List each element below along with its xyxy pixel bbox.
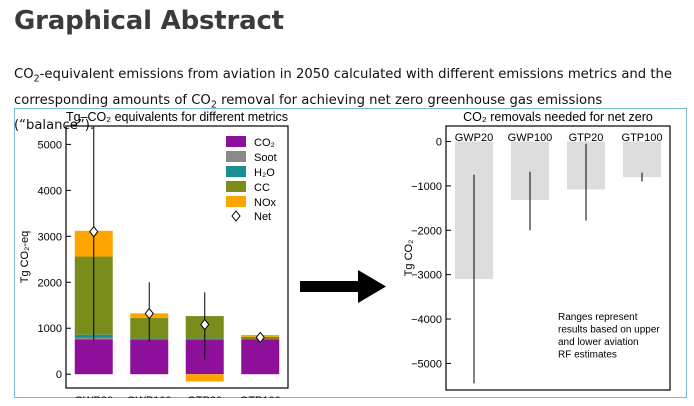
legend-label-soot: Soot: [254, 152, 277, 164]
legend-label-cc: CC: [254, 182, 270, 194]
y-tick-label: 2000: [38, 277, 62, 289]
y-tick-label: −5000: [411, 358, 442, 370]
figure-caption: CO2-equivalent emissions from aviation i…: [14, 64, 684, 136]
emissions-chart: Tg–CO₂ equivalents for different metrics…: [19, 110, 289, 398]
y-tick-label: −4000: [411, 314, 442, 326]
x-tick-label-gtp100: GTP100: [622, 132, 663, 144]
arrow-shaft: [300, 281, 362, 292]
x-tick-label-gtp100: GTP100: [240, 395, 281, 398]
x-tick-label-gtp20: GTP20: [187, 395, 222, 398]
x-tick-label-gwp100: GWP100: [127, 395, 172, 398]
caption-text-1: CO: [14, 67, 34, 82]
x-tick-label-gtp20: GTP20: [569, 132, 604, 144]
legend-swatch-h2o: [226, 166, 246, 177]
y-tick-label: 1000: [38, 323, 62, 335]
y-tick-label: −1000: [411, 181, 442, 193]
net-marker-gtp100: [255, 331, 265, 344]
y-axis-label: Tg CO₂-eq: [19, 231, 31, 284]
caption-text-3: removal for achieving net zero greenhous…: [14, 92, 603, 134]
plot-area-border: [65, 125, 289, 389]
legend-swatch-cc: [226, 181, 246, 192]
caption-subscript-2: 2: [210, 99, 217, 111]
y-tick-label: 4000: [38, 185, 62, 197]
bar-gtp20-nox: [185, 374, 224, 382]
y-tick-label: −3000: [411, 270, 442, 282]
x-tick-label-gwp20: GWP20: [455, 132, 494, 144]
legend-label-net: Net: [254, 211, 271, 223]
caption-text-2: -equivalent emissions from aviation in 2…: [14, 67, 672, 108]
net-marker-gtp20: [200, 318, 210, 331]
legend-swatch-nox: [226, 196, 246, 207]
range-annotation: Ranges represent results based on upper an…: [558, 312, 660, 361]
page-title: Graphical Abstract: [14, 6, 284, 36]
x-tick-label-gwp100: GWP100: [508, 132, 553, 144]
net-marker-gwp100: [144, 307, 154, 320]
legend-swatch-soot: [226, 151, 246, 162]
y-tick-label: 0: [56, 369, 62, 381]
right-arrow-icon: [300, 270, 386, 303]
legend-label-h2o: H₂O: [254, 167, 275, 179]
legend-swatch-co2: [226, 136, 246, 147]
chart-title: CO₂ removals needed for net zero: [463, 110, 653, 124]
legend-label-nox: NOx: [254, 197, 277, 209]
net-marker-gwp20: [89, 225, 99, 238]
figure-frame: [14, 108, 687, 398]
plot-area-border: [445, 125, 671, 391]
caption-subscript-1: 2: [33, 73, 40, 85]
bar-gwp100-co2: [130, 339, 169, 375]
legend-label-co2: CO₂: [254, 137, 275, 149]
bar-gtp100-co2: [241, 339, 280, 375]
bar-gtp100: [623, 141, 661, 178]
legend-net-marker: [231, 210, 241, 222]
y-axis-label: Tg CO₂: [403, 240, 415, 277]
chart-title: Tg–CO₂ equivalents for different metrics: [66, 110, 288, 124]
y-tick-label: −2000: [411, 225, 442, 237]
y-tick-label: 0: [436, 137, 442, 149]
bar-gwp20-co2: [74, 339, 113, 375]
x-tick-label-gwp20: GWP20: [74, 395, 113, 398]
y-tick-label: 3000: [38, 231, 62, 243]
removals-chart: CO₂ removals needed for net zero 0 −1000 −2…: [403, 110, 671, 391]
y-tick-label: 5000: [38, 139, 62, 151]
arrow-head: [358, 270, 386, 303]
